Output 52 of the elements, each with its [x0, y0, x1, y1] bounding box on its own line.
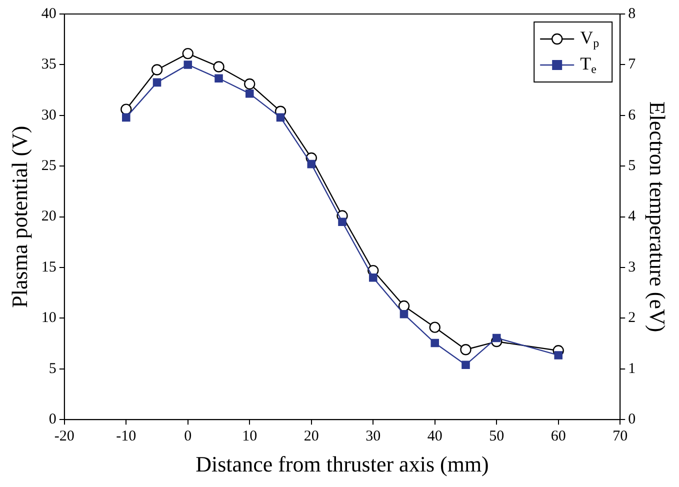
y2-axis-title: Electron temperature (eV) — [645, 101, 670, 332]
point — [368, 274, 378, 282]
y2-tick-label: 1 — [628, 360, 636, 377]
point — [338, 218, 346, 226]
y-tick-label: 35 — [41, 56, 56, 73]
point — [554, 351, 562, 360]
point — [214, 74, 223, 83]
x-tick-label: 20 — [304, 428, 319, 445]
point — [276, 113, 285, 122]
point — [151, 64, 163, 76]
x-tick-label: 0 — [184, 428, 192, 445]
y-tick-label: 40 — [41, 6, 56, 22]
y-tick-label: 10 — [41, 310, 56, 326]
y-tick-label: 30 — [41, 107, 56, 124]
point — [120, 104, 132, 115]
x-axis-title: Distance from thruster axis (mm) — [196, 452, 489, 477]
point — [307, 160, 316, 168]
point — [430, 338, 439, 348]
point — [184, 60, 192, 69]
x-tick-label: 30 — [366, 428, 381, 445]
point — [122, 113, 130, 122]
y2-tick-label: 5 — [628, 158, 636, 174]
x-tick-label: -20 — [54, 428, 74, 445]
y2-tick-label: 8 — [628, 6, 636, 22]
y-tick-label: 15 — [41, 259, 56, 276]
point — [400, 310, 408, 318]
point — [246, 89, 254, 98]
y2-tick-label: 0 — [628, 412, 636, 428]
y2-tick-label: 3 — [628, 259, 636, 276]
point — [152, 78, 162, 87]
point — [182, 48, 194, 60]
point — [460, 344, 472, 356]
x-tick-label: 40 — [427, 428, 442, 445]
point — [492, 334, 501, 342]
y-tick-label: 20 — [41, 208, 56, 225]
x-tick-label: 50 — [489, 428, 504, 445]
x-tick-label: -10 — [116, 428, 136, 445]
y-tick-label: 5 — [48, 360, 56, 377]
point — [244, 78, 256, 90]
y2-tick-label: 4 — [628, 208, 636, 225]
y-tick-label: 25 — [41, 158, 56, 174]
y2-tick-label: 6 — [628, 107, 636, 124]
y-axis-title: Plasma potential (V) — [6, 126, 32, 308]
point — [462, 360, 470, 369]
y-tick-label: 0 — [48, 412, 56, 428]
x-tick-label: 70 — [612, 428, 628, 445]
x-tick-label: 60 — [550, 428, 566, 445]
y2-tick-label: 7 — [628, 56, 636, 73]
y2-tick-label: 2 — [628, 310, 636, 326]
point — [429, 322, 440, 333]
point — [213, 61, 224, 72]
x-tick-label: 10 — [242, 428, 258, 445]
